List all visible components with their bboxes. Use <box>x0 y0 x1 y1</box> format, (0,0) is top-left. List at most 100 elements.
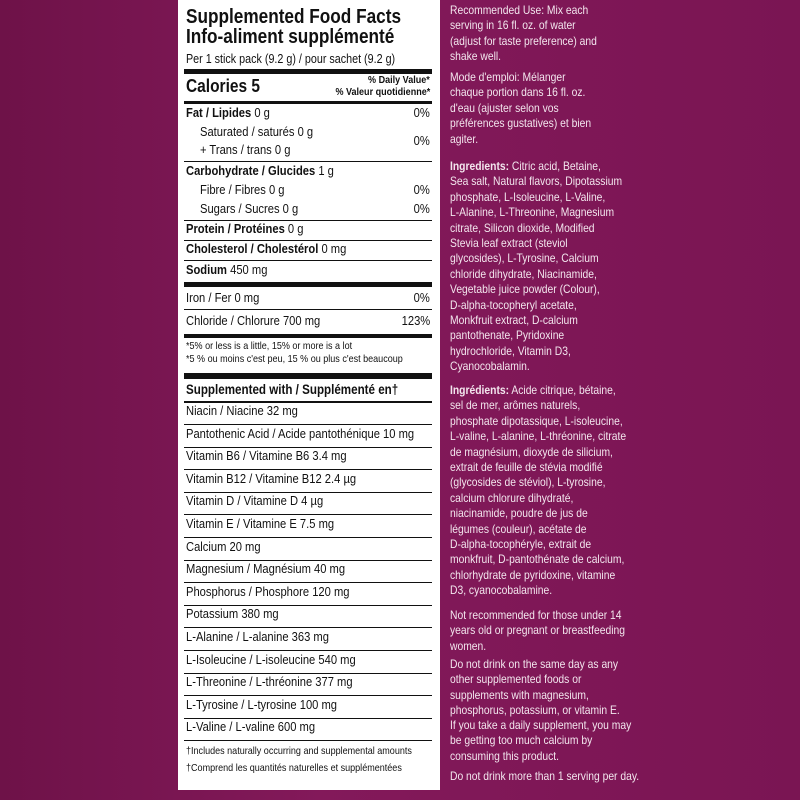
rule <box>184 424 432 425</box>
nutrient-name: Carbohydrate / Glucides <box>186 163 316 178</box>
side-text-line: citrate, Silicon dioxide, Modified <box>450 221 595 236</box>
nutrient-row: Sugars / Sucres 0 g <box>200 201 299 216</box>
daily-value: 0% <box>413 290 430 305</box>
supplement-amount: 377 mg <box>315 674 353 690</box>
supplement-amount: 7.5 mg <box>299 516 335 531</box>
side-text-line: (adjust for taste preference) and <box>450 34 597 49</box>
daily-value: 123% <box>401 313 430 328</box>
footnote: †Includes naturally occurring and supple… <box>186 745 412 757</box>
side-text: L-valine, L-alanine, L-thréonine, citrat… <box>450 429 627 444</box>
rule <box>184 161 432 162</box>
nutrient-row: Saturated / saturés 0 g <box>200 124 313 139</box>
side-text: Do not drink on the same day as any <box>450 657 619 671</box>
side-text: pantothenate, Pyridoxine <box>450 328 565 343</box>
panel-title: Info-aliment supplémenté <box>186 26 395 48</box>
side-text: shake well. <box>450 49 502 64</box>
side-text-line: extrait de feuille de stévia modifié <box>450 460 603 475</box>
rule <box>184 446 432 448</box>
side-text-line: sel de mer, arômes naturels, <box>450 398 580 413</box>
supplement-amount: 40 mg <box>314 561 346 577</box>
serving-size: Per 1 stick pack (9.2 g) / pour sachet (… <box>186 52 396 66</box>
supplement-amount: 380 mg <box>241 606 279 622</box>
nutrient-name: Sugars / Sucres <box>200 201 280 216</box>
rule <box>184 469 432 471</box>
nutrient-amount: 450 mg <box>230 262 268 277</box>
nutrient-amount: 0 mg <box>321 241 347 256</box>
rule <box>184 491 432 493</box>
rule <box>184 650 432 651</box>
nutrient-row: Cholesterol / Cholestérol 0 mg <box>186 241 347 256</box>
supplement-amount: 540 mg <box>318 651 356 667</box>
side-text: glycosides), L-Tyrosine, Calcium <box>450 251 599 266</box>
footnote: †Comprend les quantités naturelles et su… <box>186 762 402 774</box>
side-text-line: agiter. <box>450 132 478 147</box>
side-text: Cyanocobalamin. <box>450 359 530 374</box>
side-text-line: D-alpha-tocopheryl acetate, <box>450 298 577 313</box>
nutrient-row: Chloride / Chlorure 700 mg <box>186 313 320 328</box>
footnote: *5% or less is a little, 15% or more is … <box>186 340 353 352</box>
supplement-row: Vitamin B6 / Vitamine B6 3.4 mg <box>186 449 347 463</box>
side-text: calcium chlorure dihydraté, <box>450 490 574 505</box>
supplemented-header: Supplemented with / Supplémenté en† <box>186 382 399 397</box>
side-text-line: Monkfruit extract, D-calcium <box>450 313 578 328</box>
side-text: hydrochloride, Vitamin D3, <box>450 343 571 358</box>
facts-panel <box>178 0 440 790</box>
supplement-row: Vitamin E / Vitamine E 7.5 mg <box>186 516 335 531</box>
side-text: Vegetable juice powder (Colour), <box>450 282 600 297</box>
rule <box>184 672 432 674</box>
rule <box>184 373 432 379</box>
side-text: (adjust for taste preference) and <box>450 33 597 48</box>
side-text-line: supplements with magnesium, <box>450 688 589 703</box>
side-text-line: Vegetable juice powder (Colour), <box>450 282 600 297</box>
supplement-name: Vitamin D / Vitamine D <box>186 493 299 509</box>
side-text-line: phosphate, L-Isoleucine, L-Valine, <box>450 190 605 205</box>
supplement-name: L-Tyrosine / L-tyrosine <box>186 696 297 712</box>
supplement-name: Vitamin E / Vitamine E <box>186 516 297 531</box>
nutrient-amount: 0 g <box>282 201 299 216</box>
nutrient-amount: 0 g <box>287 221 304 236</box>
rule <box>184 220 432 221</box>
side-text: préférences gustatives) et bien <box>450 116 592 131</box>
side-text-line: légumes (couleur), acétate de <box>450 522 587 537</box>
rule <box>184 101 432 104</box>
side-text-line: chaque portion dans 16 fl. oz. <box>450 85 585 100</box>
nutrient-name: Saturated / saturés <box>200 124 295 139</box>
nutrient-name: Iron / Fer <box>186 290 232 305</box>
side-text-line: Recommended Use: Mix each <box>450 3 588 18</box>
side-text-line: be getting too much calcium by <box>450 733 592 748</box>
side-text-line: pantothenate, Pyridoxine <box>450 328 564 343</box>
side-text-line: Ingrédients: Acide citrique, bétaine, <box>450 383 616 398</box>
rule <box>184 260 432 261</box>
nutrient-name: Chloride / Chlorure <box>186 313 280 328</box>
side-text: phosphate, L-Isoleucine, L-Valine, <box>450 189 606 204</box>
supplement-amount: 32 mg <box>266 403 298 418</box>
side-text-line: Do not drink more than 1 serving per day… <box>450 769 639 784</box>
side-text-line: Do not drink on the same day as any <box>450 657 618 672</box>
supplement-row: L-Tyrosine / L-tyrosine 100 mg <box>186 696 338 712</box>
footnote: *5 % ou moins c'est peu, 15 % ou plus c'… <box>186 353 403 365</box>
side-text-line: shake well. <box>450 49 501 64</box>
rule <box>184 401 432 403</box>
nutrient-name: Protein / Protéines <box>186 221 285 236</box>
side-text-line: If you take a daily supplement, you may <box>450 718 631 733</box>
panel-title: Supplemented Food Facts <box>186 6 402 28</box>
side-text-line: de magnésium, dioxyde de silicium, <box>450 445 613 460</box>
nutrient-row: Fibre / Fibres 0 g <box>200 182 285 197</box>
dv-header: % Valeur quotidienne* <box>335 86 430 98</box>
rule <box>184 559 432 561</box>
supplement-name: Calcium <box>186 538 227 554</box>
side-text: chloride dihydrate, Niacinamide, <box>450 266 597 281</box>
side-text: chaque portion dans 16 fl. oz. <box>450 85 586 100</box>
supplement-row: Vitamin D / Vitamine D 4 µg <box>186 494 323 508</box>
supplement-name: Phosphorus / Phosphore <box>186 583 310 599</box>
supplement-amount: 3.4 mg <box>312 448 347 464</box>
side-text-line: Cyanocobalamin. <box>450 359 530 374</box>
rule <box>184 334 432 338</box>
daily-value: 0% <box>413 182 430 197</box>
side-text-line: (glycosides de stéviol), L-tyrosine, <box>450 475 605 490</box>
side-text: d'eau (ajuster selon vos <box>450 100 559 115</box>
supplement-amount: 100 mg <box>299 696 338 712</box>
side-text-line: niacinamide, poudre de jus de <box>450 506 588 521</box>
supplement-row: Potassium 380 mg <box>186 607 279 621</box>
supplement-row: Niacin / Niacine 32 mg <box>186 403 298 418</box>
